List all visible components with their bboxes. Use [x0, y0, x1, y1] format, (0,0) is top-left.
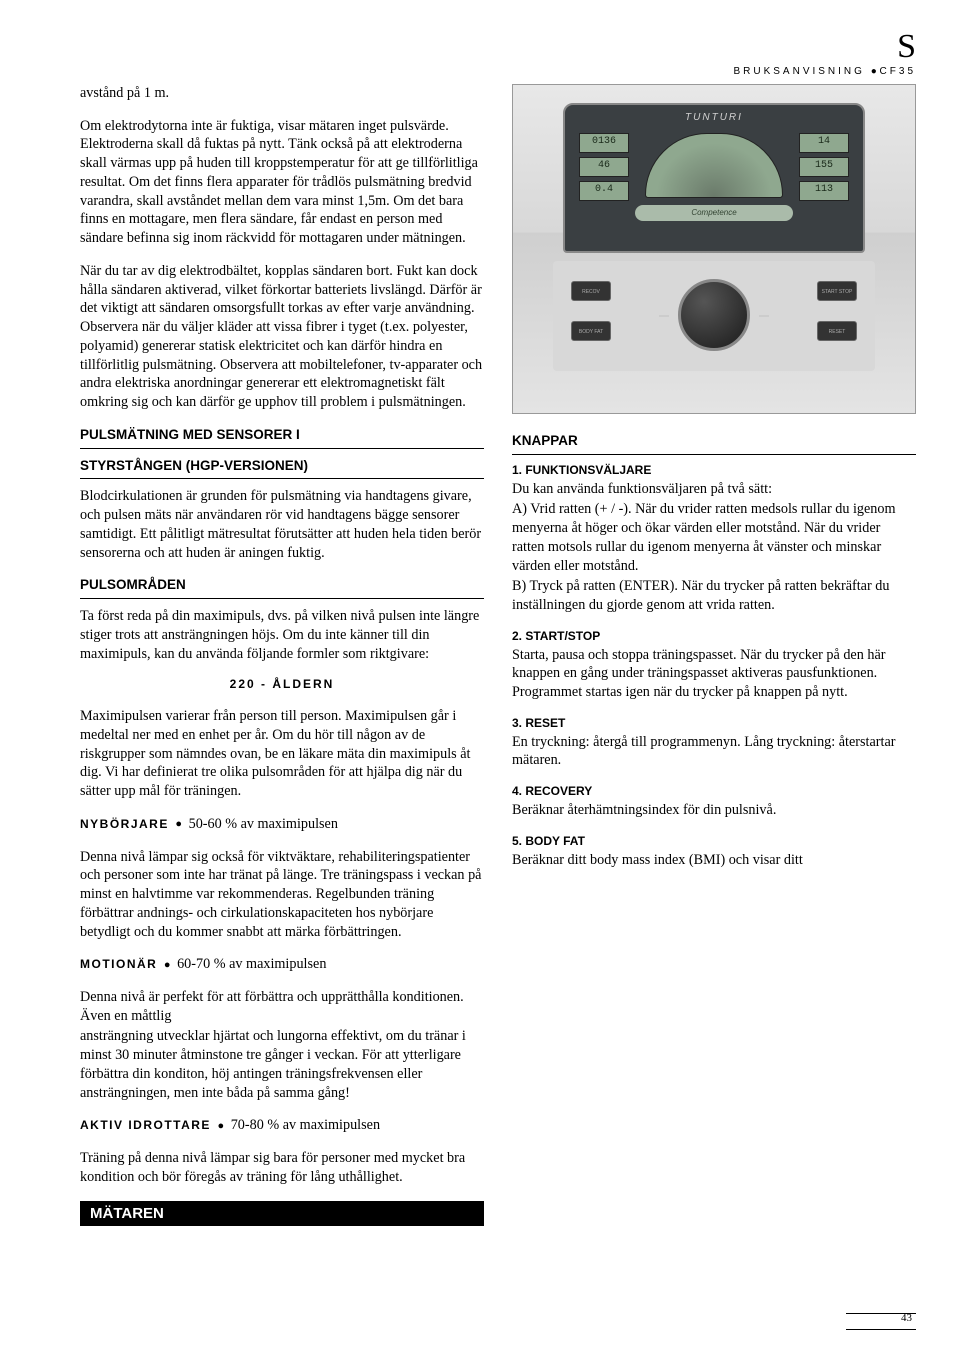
para: Beräknar återhämtningsindex för din puls… [512, 801, 916, 820]
footer-rule [846, 1329, 916, 1330]
heading-bodyfat: 5. BODY FAT [512, 834, 916, 850]
bullet-icon: ● [161, 959, 174, 971]
para: Denna nivå är perfekt för att förbättra … [80, 988, 484, 1025]
para: A) Vrid ratten (+ / -). När du vrider ra… [512, 500, 916, 575]
recovery-button: RECOV [571, 281, 611, 301]
para: Blodcirkulationen är grunden för pulsmät… [80, 487, 484, 562]
para: Om elektrodytorna inte är fuktiga, visar… [80, 117, 484, 248]
header-model: CF35 [880, 66, 916, 77]
page-section-letter: S [897, 28, 916, 66]
level-label: NYBÖRJARE [80, 817, 169, 831]
header-manual: BRUKSANVISNING [733, 66, 864, 77]
para: Träning på denna nivå lämpar sig bara fö… [80, 1149, 484, 1186]
para: Denna nivå lämpar sig också för viktväkt… [80, 848, 484, 942]
console-display-panel: TUNTURI 0136 46 0.4 14 155 113 Competenc… [563, 103, 865, 253]
startstop-button: START STOP [817, 281, 857, 301]
level-exerciser: MOTIONÄR ● 60-70 % av maximipulsen [80, 955, 484, 974]
program-dial-display [645, 133, 783, 198]
para: När du tar av dig elektrodbältet, koppla… [80, 262, 484, 412]
para: Beräknar ditt body mass index (BMI) och … [512, 851, 916, 870]
level-value: 50-60 % av maximipulsen [189, 816, 338, 832]
heading-func-selector: 1. FUNKTIONSVÄLJARE [512, 463, 916, 479]
para: Du kan använda funktionsväljaren på två … [512, 480, 916, 499]
para: avstånd på 1 m. [80, 84, 484, 103]
bullet-icon: ● [215, 1120, 228, 1132]
heading-sensors-1: PULSMÄTNING MED SENSORER I [80, 426, 484, 449]
heading-reset: 3. RESET [512, 716, 916, 732]
heading-recovery: 4. RECOVERY [512, 784, 916, 800]
para: Starta, pausa och stoppa träningspasset.… [512, 646, 916, 702]
para: ansträngning utvecklar hjärtat och lungo… [80, 1027, 484, 1102]
level-value: 70-80 % av maximipulsen [231, 1117, 380, 1133]
console-illustration: TUNTURI 0136 46 0.4 14 155 113 Competenc… [512, 84, 916, 414]
header-dot: ● [871, 66, 880, 77]
heading-sensors-2: STYRSTÅNGEN (HGP-VERSIONEN) [80, 457, 484, 480]
level-label: AKTIV IDROTTARE [80, 1118, 211, 1132]
heading-pulse-zones: PULSOMRÅDEN [80, 576, 484, 599]
lcd-readout: 14 [799, 133, 849, 153]
level-value: 60-70 % av maximipulsen [177, 956, 326, 972]
lcd-readout: 0.4 [579, 181, 629, 201]
bullet-icon: ● [172, 818, 185, 830]
lcd-readout: 0136 [579, 133, 629, 153]
heading-startstop: 2. START/STOP [512, 629, 916, 645]
level-athlete: AKTIV IDROTTARE ● 70-80 % av maximipulse… [80, 1116, 484, 1135]
bodyfat-button: BODY FAT [571, 321, 611, 341]
page-content: avstånd på 1 m. Om elektrodytorna inte ä… [80, 84, 916, 1290]
selector-knob [678, 279, 750, 351]
section-meter: MÄTAREN [80, 1201, 484, 1227]
brand-label: TUNTURI [565, 111, 863, 124]
level-beginner: NYBÖRJARE ● 50-60 % av maximipulsen [80, 815, 484, 834]
para: B) Tryck på ratten (ENTER). När du tryck… [512, 577, 916, 614]
section-title: MÄTAREN [80, 1201, 484, 1227]
page-header: BRUKSANVISNING ● CF35 [733, 66, 916, 77]
max-pulse-formula: 220 - ÅLDERN [80, 677, 484, 693]
lcd-readout: 46 [579, 157, 629, 177]
heading-buttons: KNAPPAR [512, 432, 916, 455]
console-control-panel: RECOV BODY FAT START STOP RESET [553, 261, 875, 371]
page-number: 43 [901, 1312, 912, 1324]
competence-strip: Competence [635, 205, 793, 221]
lcd-readout: 155 [799, 157, 849, 177]
para: Maximipulsen varierar från person till p… [80, 707, 484, 801]
lcd-readout: 113 [799, 181, 849, 201]
para: En tryckning: återgå till programmenyn. … [512, 733, 916, 770]
para: Ta först reda på din maximipuls, dvs. på… [80, 607, 484, 663]
reset-button: RESET [817, 321, 857, 341]
level-label: MOTIONÄR [80, 957, 157, 971]
